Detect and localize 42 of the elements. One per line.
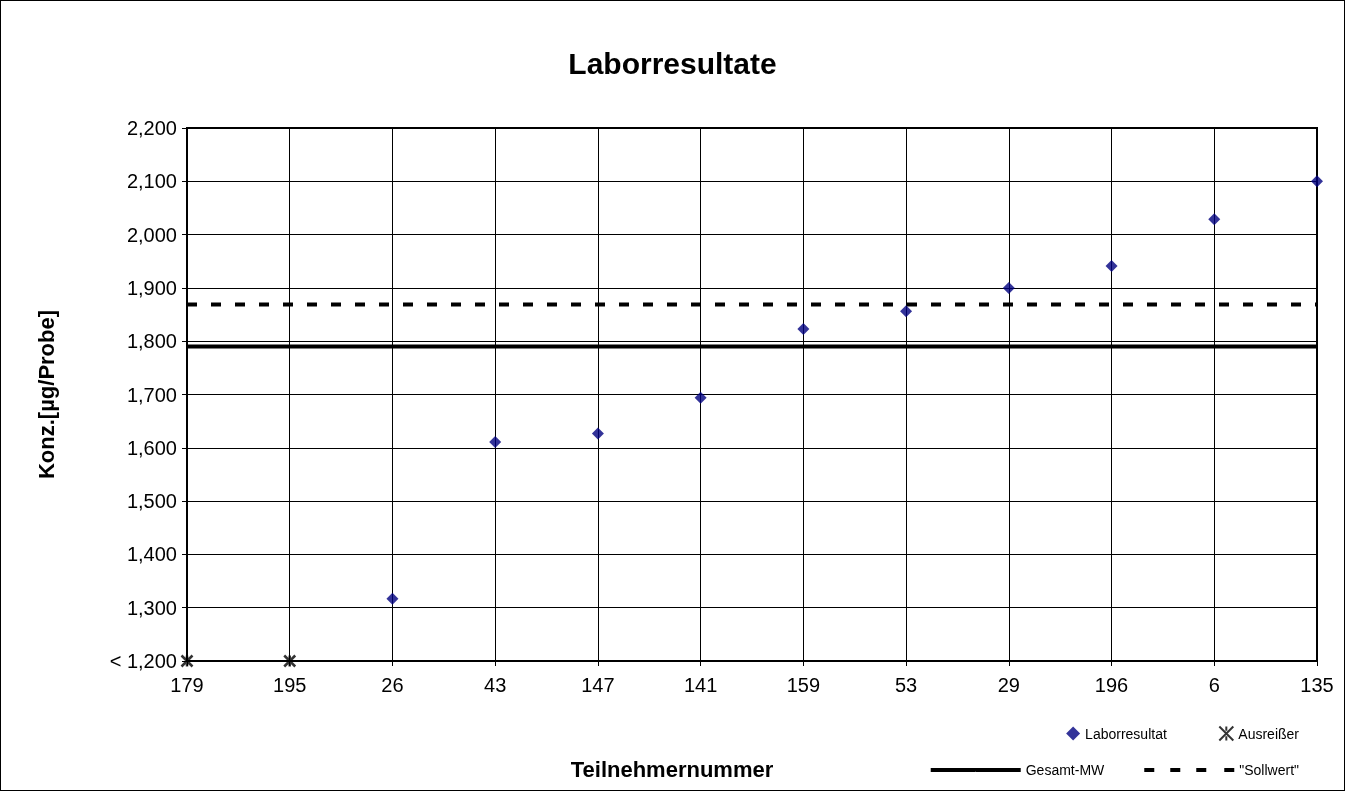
x-tick-label: 196	[1094, 674, 1129, 696]
point	[180, 654, 194, 668]
y-tick-label: 1,800	[126, 330, 177, 353]
legend-label: Ausreißer	[1238, 725, 1300, 742]
point	[1208, 213, 1221, 226]
y-tick-label: 2,000	[126, 223, 177, 246]
x-tick-label: 159	[786, 674, 821, 696]
x-tick-label: 6	[1208, 674, 1220, 696]
legend-label: "Sollwert"	[1239, 762, 1300, 778]
x-tick-label: 135	[1300, 674, 1334, 696]
y-tick-label: 1,600	[126, 436, 177, 459]
x-tick-label: 179	[170, 674, 204, 696]
y-tick-label: 1,500	[126, 490, 177, 513]
point	[1105, 260, 1118, 273]
y-tick-label: 1,300	[126, 596, 177, 619]
y-tick-label: 1,700	[126, 383, 177, 406]
point	[900, 305, 913, 318]
x-tick-label: 43	[484, 674, 507, 696]
x-tick-label: 26	[381, 674, 404, 696]
point	[1311, 175, 1323, 188]
x-tick-label: 195	[273, 674, 307, 696]
point	[489, 435, 502, 448]
y-axis-title: Konz.[µg/Probe]	[33, 309, 59, 480]
legend-label: Gesamt-MW	[1025, 762, 1106, 778]
point	[386, 592, 399, 605]
x-tick-label: 29	[997, 674, 1020, 696]
point	[282, 654, 297, 668]
x-tick-label: 147	[581, 674, 615, 696]
x-tick-label: 141	[683, 674, 718, 696]
legend-label: Laborresultat	[1085, 725, 1167, 742]
y-tick-label: < 1,200	[109, 650, 177, 672]
point	[797, 322, 810, 335]
y-tick-label: 1,400	[126, 543, 177, 566]
y-tick-label: 2,200	[126, 117, 177, 139]
y-tick-label: 2,100	[126, 170, 177, 193]
point	[694, 391, 707, 404]
point	[591, 427, 604, 440]
point	[1002, 281, 1015, 294]
chart-title: Laborresultate	[568, 46, 777, 80]
y-tick-label: 1,900	[126, 276, 177, 299]
x-axis-title: Teilnehmernummer	[570, 756, 774, 782]
x-tick-label: 53	[894, 674, 918, 696]
